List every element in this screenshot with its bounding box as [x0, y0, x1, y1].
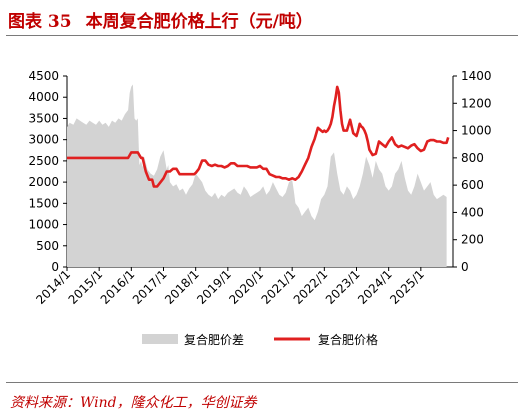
y-right-tick-label: 1200: [461, 96, 492, 110]
y-left-tick-label: 3500: [28, 111, 59, 125]
x-tick-label: 2015/1: [66, 267, 106, 307]
series-line-price: [67, 85, 450, 188]
legend: 复合肥价差 复合肥价格: [142, 332, 378, 347]
series-area-spread: [67, 84, 447, 267]
y-right-tick-label: 800: [461, 151, 484, 165]
y-right-tick-label: 600: [461, 178, 484, 192]
x-tick-label: 2017/1: [130, 267, 170, 307]
figure-label: 图表 35: [8, 11, 72, 32]
x-tick-label: 2018/1: [162, 267, 202, 307]
y-left-tick-label: 1500: [28, 196, 59, 210]
legend-area-label: 复合肥价差: [184, 332, 244, 347]
y-right-tick-label: 1400: [461, 69, 492, 83]
bottom-rule: [6, 382, 518, 383]
top-rule: [6, 35, 518, 36]
x-tick-label: 2025/1: [387, 267, 427, 307]
legend-area-swatch: [142, 334, 178, 344]
y-right-tick-label: 200: [461, 233, 484, 247]
y-left-tick-label: 2500: [28, 154, 59, 168]
y-left-tick-label: 2000: [28, 175, 59, 189]
legend-line-label: 复合肥价格: [318, 332, 378, 347]
spread-area-layer: [67, 84, 447, 267]
x-tick-label: 2021/1: [259, 267, 299, 307]
figure-title-bar: 图表 35 本周复合肥价格上行（元/吨）: [8, 6, 313, 32]
price-line-layer: [67, 85, 450, 188]
x-tick-label: 2019/1: [194, 267, 234, 307]
y-right-tick-label: 0: [461, 260, 469, 274]
source-note: 资料来源：Wind，隆众化工，华创证券: [10, 395, 257, 411]
y-right-tick-label: 1000: [461, 124, 492, 138]
y-left-tick-label: 4500: [28, 69, 59, 83]
y-left-tick-label: 0: [51, 260, 59, 274]
x-tick-label: 2022/1: [291, 267, 331, 307]
y-left-tick-label: 500: [36, 239, 59, 253]
chart: 0 500 1000 1500 2000 2500 3000 3500 4000 4500 0 200…: [28, 69, 492, 347]
x-tick-label: 2016/1: [98, 267, 138, 307]
y-left-tick-label: 3000: [28, 133, 59, 147]
x-tick-label: 2023/1: [323, 267, 363, 307]
x-tick-label: 2020/1: [226, 267, 266, 307]
y-right-tick-label: 400: [461, 205, 484, 219]
y-left-tick-label: 4000: [28, 90, 59, 104]
figure-title: 本周复合肥价格上行（元/吨）: [85, 11, 313, 32]
y-left-tick-label: 1000: [28, 218, 59, 232]
x-tick-label: 2024/1: [355, 267, 395, 307]
